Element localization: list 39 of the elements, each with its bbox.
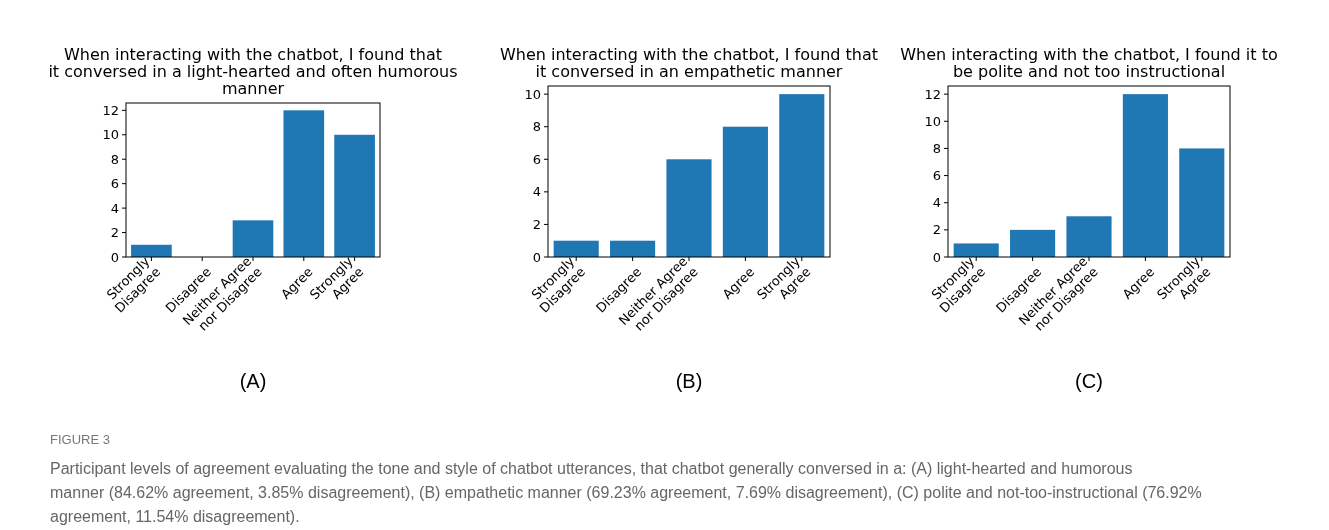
chart-title: When interacting with the chatbot, I found that it conversed in a light-hearted and often humorous manner [48, 45, 458, 98]
bar [553, 240, 599, 257]
bar [1179, 148, 1225, 257]
bar [1122, 94, 1168, 257]
text: (C) [1075, 370, 1103, 392]
text: FIGURE 3 [50, 432, 110, 447]
y-tick-label: 2 [932, 222, 941, 238]
chart-title: When interacting with the chatbot, I found it to be polite and not too instructional [900, 45, 1278, 81]
y-tick-label: 4 [110, 200, 119, 216]
bar [334, 134, 375, 257]
bar [722, 126, 768, 257]
y-tick-label: 8 [532, 119, 541, 135]
y-tick-label: 10 [524, 86, 541, 102]
y-tick-label: 8 [932, 140, 941, 156]
bar [779, 94, 825, 257]
y-tick-label: 6 [110, 176, 119, 192]
text: Participant levels of agreement evaluating the tone and style of chatbot utterances, that chatbot generally conversed in a: (A) light-hearted and humorous manner (84.62% agreement, 3.85% disagreement), (B) empathetic manner (69.23% agreement, 7.69% disagreement), (C) polite and not-too-instructional (76.92% agreement, 11.54% disagreement). [50, 460, 1202, 525]
y-tick-label: 2 [110, 225, 119, 241]
y-tick-label: 2 [532, 216, 541, 232]
bar [1010, 229, 1056, 257]
y-tick-label: 8 [110, 151, 119, 167]
y-tick-label: 6 [932, 168, 941, 184]
bar [610, 240, 656, 257]
bar [131, 244, 172, 257]
y-tick-label: 12 [102, 102, 119, 118]
y-tick-label: 10 [924, 113, 941, 129]
text: (A) [239, 370, 267, 392]
y-tick-label: 10 [102, 127, 119, 143]
y-tick-label: 4 [932, 195, 941, 211]
bar [953, 243, 999, 257]
y-tick-label: 12 [924, 86, 941, 102]
bar [283, 110, 325, 257]
y-tick-label: 6 [532, 151, 541, 167]
bar [1066, 216, 1112, 257]
y-tick-label: 4 [532, 184, 541, 200]
chart-title: When interacting with the chatbot, I found that it conversed in an empathetic manner [499, 45, 879, 81]
text: (B) [675, 370, 703, 392]
bar [666, 159, 712, 257]
bar [232, 220, 274, 257]
